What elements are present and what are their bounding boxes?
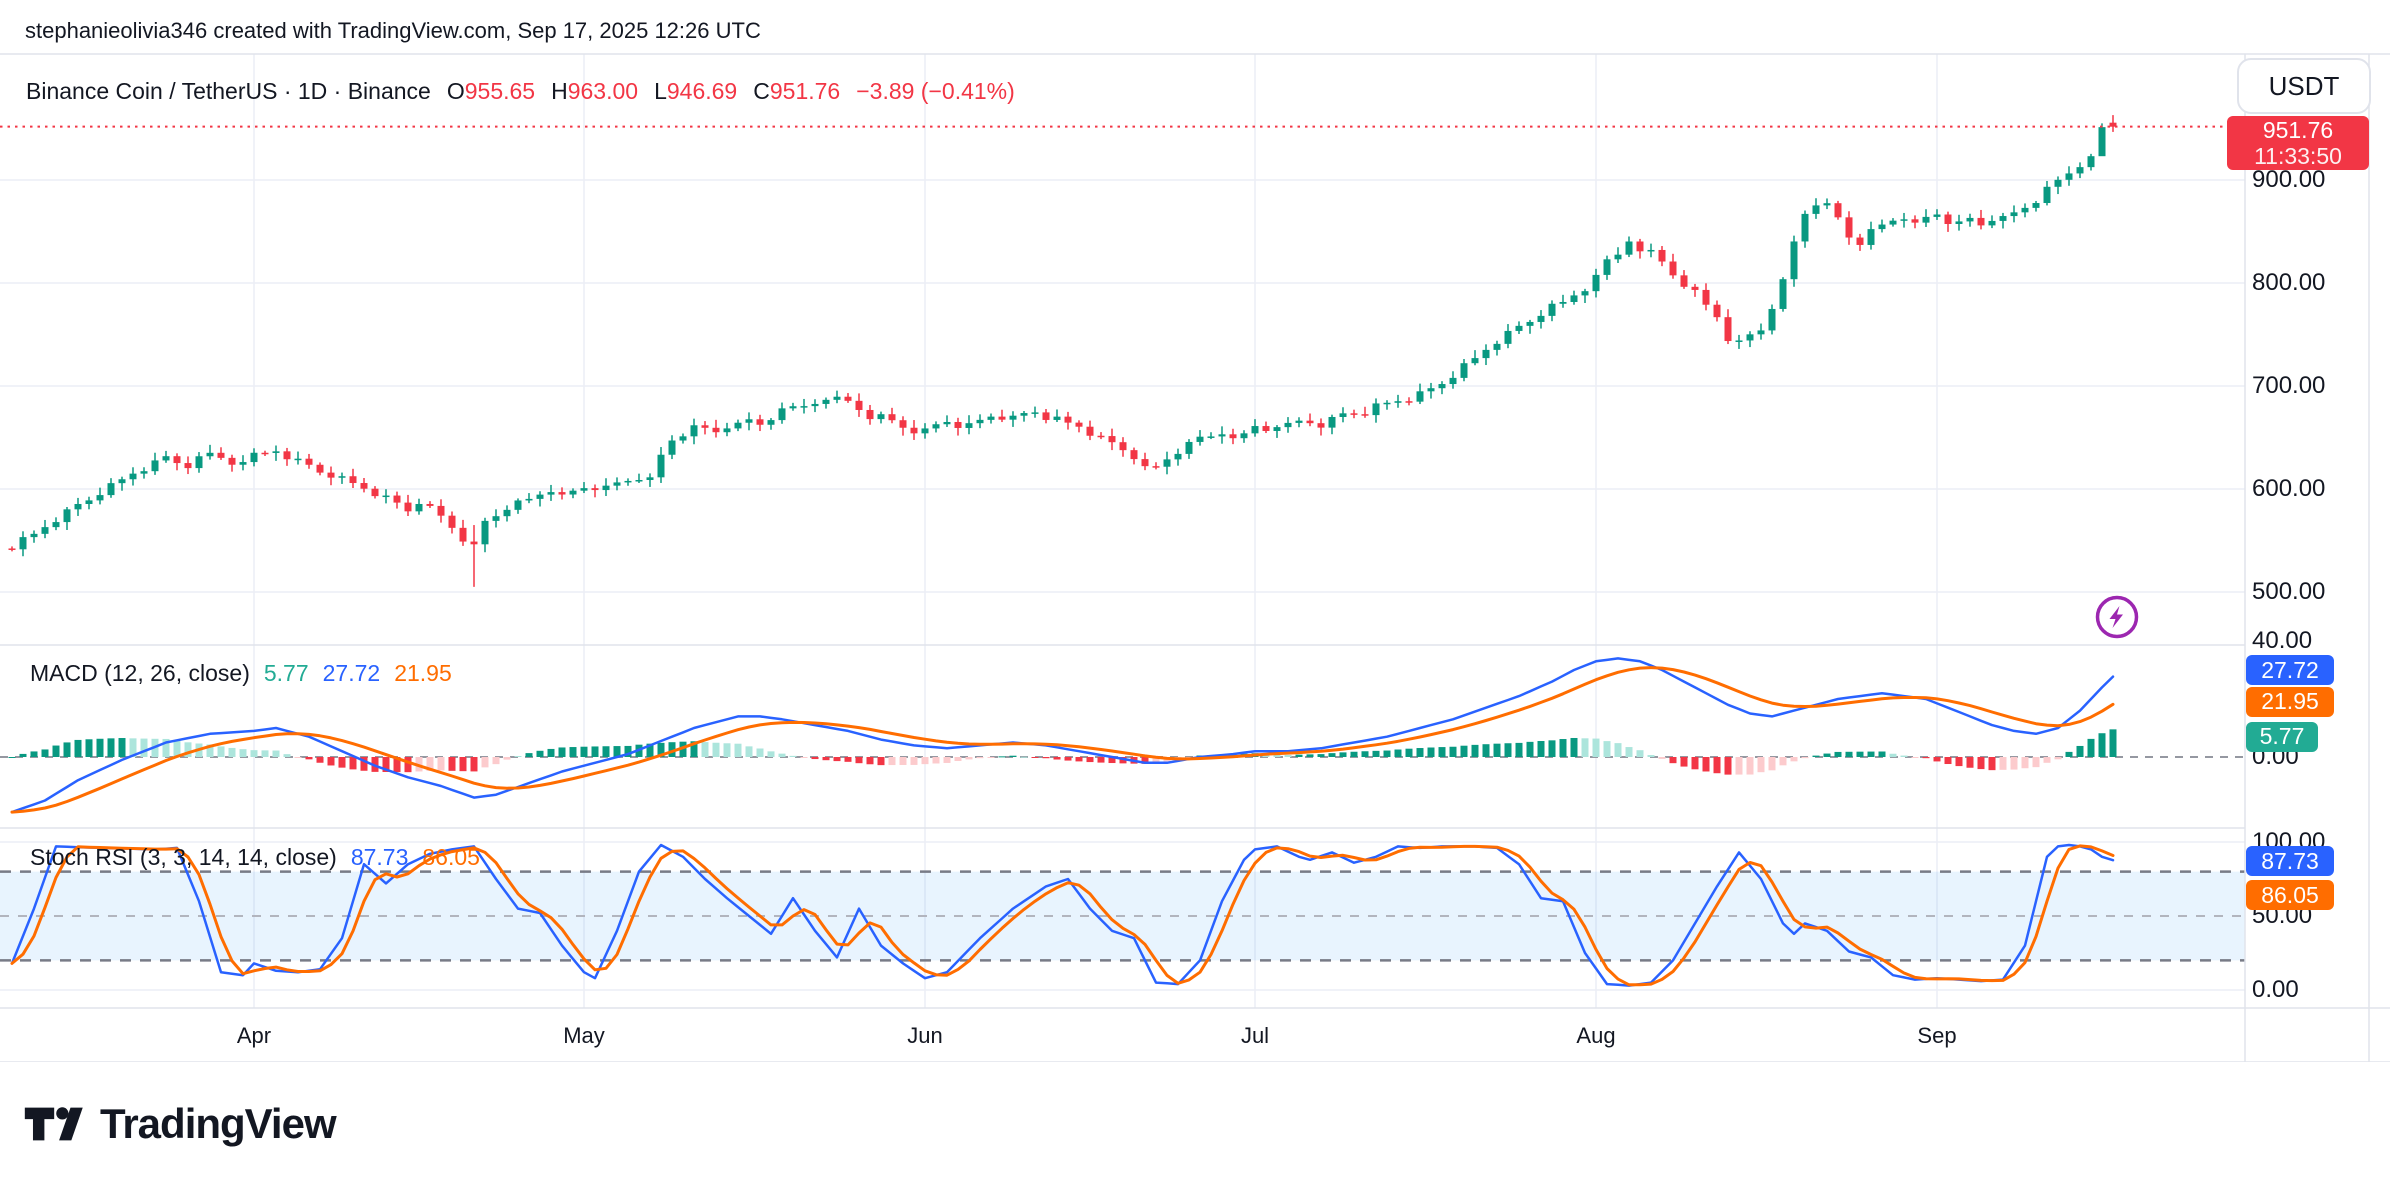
last-price-badge: 951.76 11:33:50 xyxy=(2227,116,2369,170)
footer xyxy=(0,1062,2390,1184)
tradingview-logo[interactable]: TradingView xyxy=(24,1100,337,1148)
indicator-value-badge: 5.77 xyxy=(2246,721,2318,752)
instant-detail-icon[interactable] xyxy=(2094,594,2140,640)
time-axis-label: Apr xyxy=(237,1023,271,1048)
stoch-rsi-title: Stoch RSI (3, 3, 14, 14, close) xyxy=(30,844,337,870)
price-axis-label: 600.00 xyxy=(2252,475,2326,502)
ohlc-close: C951.76 xyxy=(753,78,841,104)
price-axis-label: 700.00 xyxy=(2252,372,2326,399)
macd-hist-value: 5.77 xyxy=(263,660,309,686)
tradingview-logo-icon xyxy=(24,1107,83,1141)
indicator-value-badge: 21.95 xyxy=(2246,686,2334,717)
attribution-text: stephanieolivia346 created with TradingV… xyxy=(25,18,761,43)
lightning-circle xyxy=(2095,595,2139,639)
lightning-bolt-icon xyxy=(2109,606,2123,628)
macd-line-value: 27.72 xyxy=(322,660,381,686)
price-axis-label: 500.00 xyxy=(2252,578,2326,605)
price-axis-label: 800.00 xyxy=(2252,269,2326,296)
bar-countdown: 11:33:50 xyxy=(2254,143,2342,169)
indicator-value-badge: 27.72 xyxy=(2246,655,2334,685)
time-axis-label: May xyxy=(563,1023,605,1048)
macd-axis-label: 40.00 xyxy=(2252,627,2313,654)
macd-legend[interactable]: MACD (12, 26, close) 5.77 27.72 21.95 xyxy=(30,660,452,687)
symbol-title[interactable]: Binance Coin / TetherUS · 1D · Binance xyxy=(26,78,431,104)
stoch-axis-label: 0.00 xyxy=(2252,976,2299,1003)
ohlc-low: L946.69 xyxy=(654,78,738,104)
time-axis-label: Jun xyxy=(907,1023,942,1048)
price-change: −3.89 (−0.41%) xyxy=(856,78,1015,104)
ohlc-high: H963.00 xyxy=(551,78,639,104)
macd-title: MACD (12, 26, close) xyxy=(30,660,250,686)
time-axis-label: Aug xyxy=(1576,1023,1615,1048)
symbol-legend[interactable]: Binance Coin / TetherUS · 1D · Binance O… xyxy=(26,78,1015,105)
stoch-rsi-legend[interactable]: Stoch RSI (3, 3, 14, 14, close) 87.73 86… xyxy=(30,844,480,871)
tradingview-logo-text: TradingView xyxy=(100,1100,337,1147)
currency-toggle-button[interactable]: USDT xyxy=(2237,58,2371,114)
time-axis-label: Jul xyxy=(1241,1023,1269,1048)
stoch-k-value: 87.73 xyxy=(350,844,409,870)
macd-signal-value: 21.95 xyxy=(394,660,452,686)
ohlc-open: O955.65 xyxy=(446,78,536,104)
indicator-value-badge: 86.05 xyxy=(2246,880,2334,911)
price-axis[interactable]: 900.00 800.00 700.00 600.00 500.00 40.00 0.00 1… xyxy=(2246,54,2390,1062)
last-price-value: 951.76 xyxy=(2262,117,2334,143)
price-axis-label: 900.00 xyxy=(2252,166,2326,193)
stoch-d-value: 86.05 xyxy=(422,844,480,870)
indicator-value-badge: 87.73 xyxy=(2246,846,2334,877)
time-axis-label: Sep xyxy=(1917,1023,1956,1048)
